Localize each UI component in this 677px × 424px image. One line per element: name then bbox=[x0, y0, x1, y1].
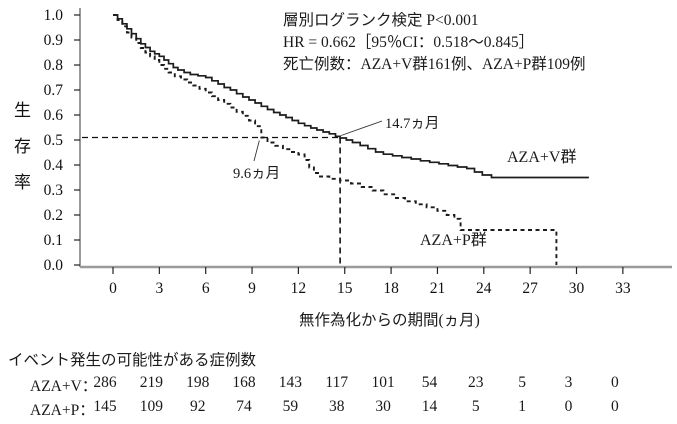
y-tick-label: 0.1 bbox=[44, 232, 63, 249]
median-p-pointer-line bbox=[253, 140, 260, 162]
median-v-pointer-line bbox=[340, 120, 383, 136]
risk-value: 145 bbox=[93, 398, 117, 415]
curve-label-aza-p: AZA+P群 bbox=[420, 232, 487, 249]
km-chart-svg: 1.0 0.9 0.8 0.7 0.6 0.5 0.4 0.3 0.2 0.1 0.0 0 3 6 9 12 1… bbox=[44, 7, 672, 297]
risk-table-title: イベント発生の可能性がある症例数 bbox=[8, 352, 257, 369]
x-tick-label: 30 bbox=[569, 280, 585, 297]
risk-value: 143 bbox=[278, 374, 303, 391]
risk-value: 54 bbox=[421, 374, 438, 391]
risk-row-label-aza-p: AZA+P： bbox=[30, 402, 95, 419]
risk-value: 38 bbox=[329, 398, 345, 415]
risk-value: 14 bbox=[421, 398, 438, 415]
y-tick-label: 0.4 bbox=[44, 157, 64, 174]
risk-value: 0 bbox=[610, 374, 619, 391]
y-tick-label: 1.0 bbox=[44, 7, 64, 24]
risk-value: 74 bbox=[236, 398, 252, 415]
risk-value: 0 bbox=[610, 398, 619, 415]
x-tick-label: 33 bbox=[615, 280, 631, 297]
risk-value: 5 bbox=[471, 398, 480, 415]
risk-row-label-aza-v: AZA+V： bbox=[30, 378, 98, 395]
risk-value: 0 bbox=[564, 398, 573, 415]
y-tick-label: 0.7 bbox=[44, 82, 64, 99]
risk-value: 219 bbox=[139, 374, 163, 391]
x-tick-label: 18 bbox=[383, 280, 399, 297]
median-label-aza-p: 9.6ヵ月 bbox=[233, 166, 281, 182]
x-tick-label: 15 bbox=[337, 280, 353, 297]
y-tick-label: 0.2 bbox=[44, 207, 63, 224]
risk-value: 109 bbox=[139, 398, 163, 415]
deaths-count-text: 死亡例数：AZA+V群161例、AZA+P群109例 bbox=[283, 56, 586, 73]
x-tick-label: 27 bbox=[522, 280, 538, 297]
x-tick-label: 3 bbox=[155, 280, 163, 297]
risk-value: 117 bbox=[325, 374, 349, 391]
logrank-p-text: 層別ログランク検定 P<0.001 bbox=[283, 12, 479, 29]
km-curve-aza-p bbox=[113, 14, 558, 265]
risk-value: 3 bbox=[564, 374, 573, 391]
x-tick-label: 9 bbox=[248, 280, 256, 297]
y-tick-label: 0.0 bbox=[44, 257, 64, 274]
risk-value: 198 bbox=[186, 374, 210, 391]
risk-value: 23 bbox=[468, 374, 484, 391]
y-tick-label: 0.5 bbox=[44, 132, 64, 149]
y-axis-title: 生存率 bbox=[11, 101, 30, 209]
risk-value: 92 bbox=[189, 398, 206, 415]
risk-value: 101 bbox=[371, 374, 395, 391]
y-tick-label: 0.9 bbox=[44, 32, 64, 49]
x-tick-label: 21 bbox=[430, 280, 446, 297]
risk-value: 59 bbox=[282, 398, 299, 415]
risk-value: 286 bbox=[93, 374, 117, 391]
stats-annotation-block: 層別ログランク検定 P<0.001 HR = 0.662［95％CI：0.518… bbox=[283, 10, 586, 76]
x-axis-title: 無作為化からの期間(ヵ月) bbox=[299, 312, 480, 329]
x-tick-label: 12 bbox=[291, 280, 307, 297]
x-tick-label: 24 bbox=[476, 280, 492, 297]
median-label-aza-v: 14.7ヵ月 bbox=[385, 116, 440, 132]
y-tick-label: 0.3 bbox=[44, 182, 64, 199]
curve-label-aza-v: AZA+V群 bbox=[507, 149, 577, 166]
x-tick-label: 6 bbox=[202, 280, 210, 297]
y-tick-label: 0.8 bbox=[44, 57, 64, 74]
km-curve-aza-v bbox=[113, 14, 589, 179]
risk-value: 5 bbox=[518, 374, 527, 391]
risk-value: 30 bbox=[375, 398, 391, 415]
risk-value: 1 bbox=[518, 398, 527, 415]
hazard-ratio-text: HR = 0.662［95％CI：0.518～0.845］ bbox=[283, 34, 535, 51]
x-tick-label: 0 bbox=[109, 280, 117, 297]
y-tick-label: 0.6 bbox=[44, 107, 64, 124]
risk-value: 168 bbox=[232, 374, 256, 391]
